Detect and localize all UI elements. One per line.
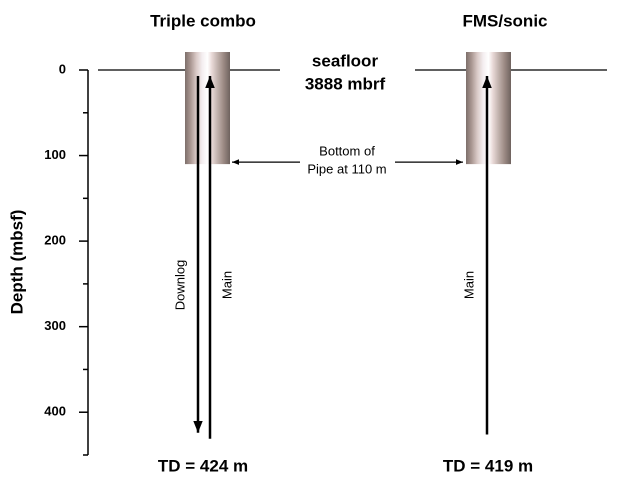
run-label: Downlog: [172, 260, 187, 311]
tick-label: 100: [44, 147, 66, 162]
td-label: TD = 424 m: [158, 456, 248, 475]
axis-label: Depth (mbsf): [7, 210, 26, 315]
run-label: Main: [461, 271, 476, 299]
tick-label: 200: [44, 233, 66, 248]
pipe: [185, 52, 230, 165]
pipe-label: Pipe at 110 m: [307, 161, 386, 176]
pipe: [466, 52, 511, 165]
pipe-label: Bottom of: [319, 143, 375, 158]
column-title: Triple combo: [150, 11, 256, 30]
tick-label: 400: [44, 404, 66, 419]
seafloor-depth: 3888 mbrf: [305, 74, 386, 93]
tick-label: 300: [44, 318, 66, 333]
tick-label: 0: [59, 61, 66, 76]
column-title: FMS/sonic: [462, 11, 547, 30]
run-label: Main: [219, 271, 234, 299]
td-label: TD = 419 m: [443, 456, 533, 475]
seafloor-label: seafloor: [312, 51, 379, 70]
